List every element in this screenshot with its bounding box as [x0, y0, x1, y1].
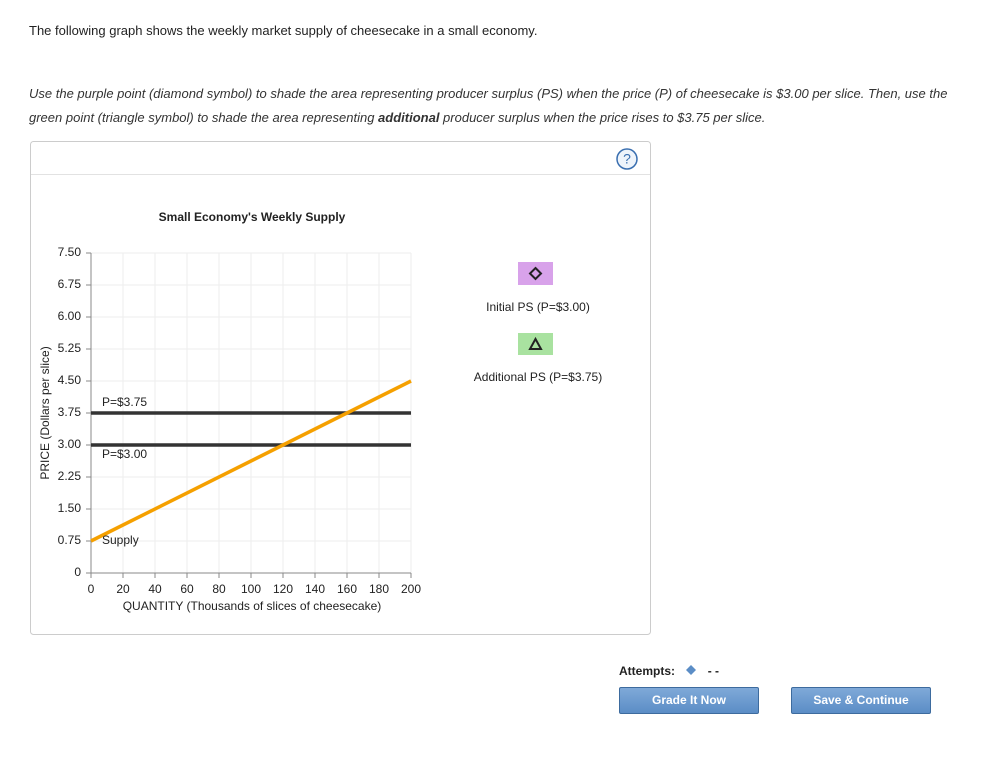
x-tick-label: 180 — [369, 582, 389, 596]
y-tick-label: 6.00 — [58, 309, 82, 323]
series-label: P=$3.75 — [102, 395, 147, 409]
y-tick-label: 6.75 — [58, 277, 82, 291]
y-axis-label: PRICE (Dollars per slice) — [38, 346, 52, 479]
series-label: P=$3.00 — [102, 447, 147, 461]
additional-ps-tool[interactable] — [518, 333, 553, 355]
attempts-label: Attempts: — [619, 664, 675, 678]
attempts-value: - - — [707, 664, 720, 678]
y-tick-label: 0.75 — [58, 533, 82, 547]
chart-title: Small Economy's Weekly Supply — [159, 210, 346, 224]
y-tick-label: 3.00 — [58, 437, 82, 451]
help-icon[interactable]: ? — [623, 151, 631, 167]
attempts: Attempts: - - — [619, 664, 719, 678]
save-button[interactable]: Save & Continue — [791, 687, 931, 714]
initial-ps-tool[interactable] — [518, 262, 553, 285]
instruction-emphasis: additional — [378, 110, 440, 125]
diamond-symbol[interactable] — [528, 266, 543, 281]
x-tick-label: 160 — [337, 582, 357, 596]
x-tick-label: 20 — [116, 582, 130, 596]
x-tick-label: 100 — [241, 582, 261, 596]
y-tick-label: 2.25 — [58, 469, 82, 483]
grade-button[interactable]: Grade It Now — [619, 687, 759, 714]
instruction-text: Use the purple point (diamond symbol) to… — [29, 86, 948, 125]
y-tick-label: 4.50 — [58, 373, 82, 387]
instruction-text: producer surplus when the price rises to… — [439, 110, 766, 125]
y-tick-label: 5.25 — [58, 341, 82, 355]
x-tick-label: 80 — [212, 582, 226, 596]
x-tick-label: 0 — [88, 582, 95, 596]
y-tick-label: 0 — [74, 565, 81, 579]
y-tick-label: 1.50 — [58, 501, 82, 515]
x-tick-label: 200 — [401, 582, 421, 596]
panel-border — [30, 141, 651, 635]
x-tick-label: 60 — [180, 582, 194, 596]
x-tick-label: 120 — [273, 582, 293, 596]
intro: The following graph shows the weekly mar… — [29, 23, 538, 38]
x-axis-label: QUANTITY (Thousands of slices of cheesec… — [123, 599, 382, 613]
x-tick-label: 40 — [148, 582, 162, 596]
x-tick-label: 140 — [305, 582, 325, 596]
series-line — [90, 379, 412, 543]
y-tick-label: 7.50 — [58, 245, 82, 259]
help-button[interactable] — [616, 148, 638, 170]
attempt-icon — [686, 665, 697, 675]
tool-label: Additional PS (P=$3.75) — [474, 370, 602, 384]
y-tick-label: 3.75 — [58, 405, 82, 419]
triangle-symbol[interactable] — [528, 336, 543, 350]
series-label: Supply — [102, 533, 139, 547]
tool-label: Initial PS (P=$3.00) — [486, 300, 590, 314]
instructions: Use the purple point (diamond symbol) to… — [29, 82, 949, 130]
